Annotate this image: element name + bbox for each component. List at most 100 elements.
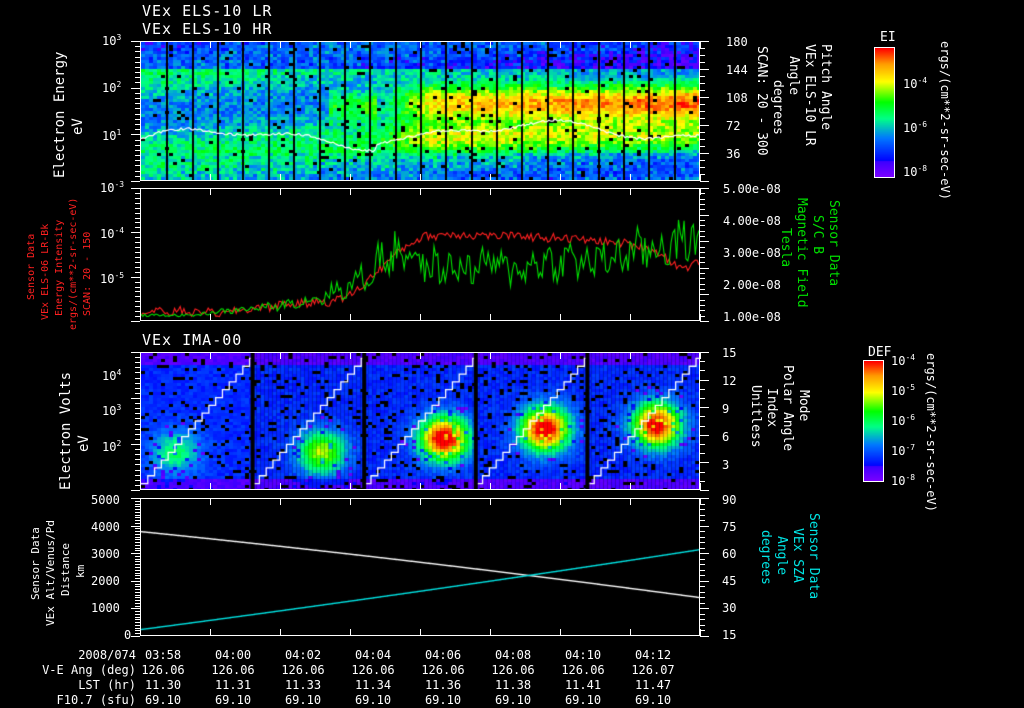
panel4-ytick-4: 1000 — [91, 601, 120, 615]
panel2-lineplot[interactable] — [140, 188, 700, 321]
axis-tick-minor — [135, 597, 140, 599]
panel2-rlabel-2: Magnetic Field — [794, 198, 809, 308]
axis-tick-minor — [700, 160, 705, 161]
axis-tick-minor — [700, 262, 705, 264]
panel4-lineplot[interactable] — [140, 498, 700, 636]
axis-tick-minor — [700, 235, 705, 237]
panel4-rtick-5: 15 — [722, 628, 737, 642]
axis-tick-minor — [700, 602, 705, 604]
panel1-rlabel-1: VEx ELS-10 LR — [802, 44, 817, 146]
axis-tick-minor — [135, 77, 140, 79]
axis-tick-minor — [700, 278, 705, 280]
panel1-colorbar-units: ergs/(cm**2-sr-sec-eV) — [938, 41, 952, 200]
panel3-colorbar[interactable] — [863, 360, 884, 482]
panel4-rlabel-1: VEx SZA — [790, 528, 805, 583]
axis-tick-x — [210, 483, 211, 490]
axis-tick-x — [630, 629, 631, 636]
table-cell-r3-c7: 69.10 — [634, 693, 672, 707]
panel3-colorbar-name: DEF — [868, 345, 892, 360]
axis-tick-minor — [135, 569, 140, 571]
table-cell-r1-c3: 126.06 — [351, 663, 395, 677]
axis-tick-x — [560, 174, 561, 181]
axis-tick-minor — [135, 605, 140, 607]
axis-tick-minor — [700, 146, 705, 147]
axis-tick-minor — [135, 622, 140, 624]
axis-tick-minor — [700, 425, 705, 427]
axis-tick-minor — [135, 160, 140, 162]
axis-tick-x — [420, 174, 421, 181]
axis-tick-minor — [135, 636, 140, 637]
axis-tick-minor — [135, 444, 140, 445]
axis-tick-x — [490, 483, 491, 490]
axis-tick-minor — [700, 503, 705, 505]
axis-tick-minor — [700, 558, 705, 560]
table-cell-r3-c2: 69.10 — [284, 693, 322, 707]
axis-tick-minor — [135, 51, 140, 53]
axis-tick-x — [140, 174, 141, 181]
axis-tick-minor — [135, 149, 140, 151]
axis-tick-minor — [700, 104, 705, 105]
axis-tick-minor — [700, 416, 705, 418]
axis-tick-minor — [700, 370, 705, 372]
panel1-ytick-0: 103 — [102, 33, 122, 48]
axis-tick-minor — [135, 139, 140, 141]
axis-tick-minor — [135, 129, 140, 131]
axis-tick-minor — [135, 459, 140, 461]
axis-tick-minor — [135, 490, 140, 491]
axis-tick-x — [490, 174, 491, 181]
axis-tick-minor — [135, 531, 140, 533]
axis-tick-x — [420, 314, 421, 321]
axis-tick-minor — [700, 305, 705, 307]
axis-tick-x — [280, 188, 281, 195]
panel1-colorbar-name: EI — [880, 30, 896, 45]
axis-tick-minor — [700, 181, 705, 182]
panel1-rlabel-0: Pitch Angle — [818, 44, 833, 131]
axis-tick-minor — [700, 153, 705, 154]
axis-tick-x — [490, 41, 491, 48]
axis-tick-minor — [700, 230, 705, 232]
axis-tick-minor — [135, 555, 140, 557]
table-cell-r1-c4: 126.06 — [421, 663, 465, 677]
axis-tick-minor — [700, 241, 705, 243]
axis-tick-x — [280, 483, 281, 490]
axis-tick-minor — [135, 202, 140, 204]
axis-tick-minor — [700, 198, 705, 200]
axis-tick-minor — [700, 453, 705, 455]
axis-tick-minor — [135, 627, 140, 629]
axis-tick-minor — [135, 103, 140, 105]
axis-tick-x — [210, 314, 211, 321]
axis-tick-minor — [135, 484, 140, 486]
axis-tick-minor — [135, 271, 140, 273]
panel3-spectrogram[interactable] — [140, 352, 700, 490]
axis-tick-minor — [135, 398, 140, 399]
axis-tick-minor — [700, 462, 705, 464]
panel1-colorbar[interactable] — [874, 47, 895, 178]
axis-tick-minor — [700, 553, 705, 555]
axis-tick-minor — [135, 608, 140, 610]
axis-tick-x — [280, 498, 281, 505]
axis-tick-x — [700, 174, 701, 181]
panel3-rlabel-3: Unitless — [748, 385, 763, 448]
axis-tick-minor — [135, 564, 140, 566]
axis-tick-minor — [135, 108, 140, 110]
axis-tick-x — [560, 314, 561, 321]
axis-tick-minor — [135, 544, 140, 546]
axis-tick-minor — [700, 139, 705, 140]
axis-tick-minor — [135, 533, 140, 535]
axis-tick-minor — [700, 608, 705, 610]
panel3-rlabel-0: Mode — [796, 390, 811, 422]
axis-tick-minor — [135, 377, 140, 379]
panel1-spectrogram[interactable] — [140, 41, 700, 181]
axis-tick-minor — [135, 66, 140, 68]
table-cell-r2-c4: 11.36 — [424, 678, 462, 692]
table-cell-r3-c3: 69.10 — [354, 693, 392, 707]
panel3-cb-tick-4: 10-8 — [891, 473, 916, 488]
axis-tick-x — [560, 498, 561, 505]
axis-tick-minor — [135, 301, 140, 303]
axis-tick-minor — [135, 633, 140, 635]
axis-tick-minor — [135, 311, 140, 313]
panel4-ytick-0: 5000 — [91, 493, 120, 507]
axis-tick-x — [560, 629, 561, 636]
axis-tick-minor — [700, 69, 705, 70]
panel3-title: VEx IMA-00 — [142, 331, 243, 349]
